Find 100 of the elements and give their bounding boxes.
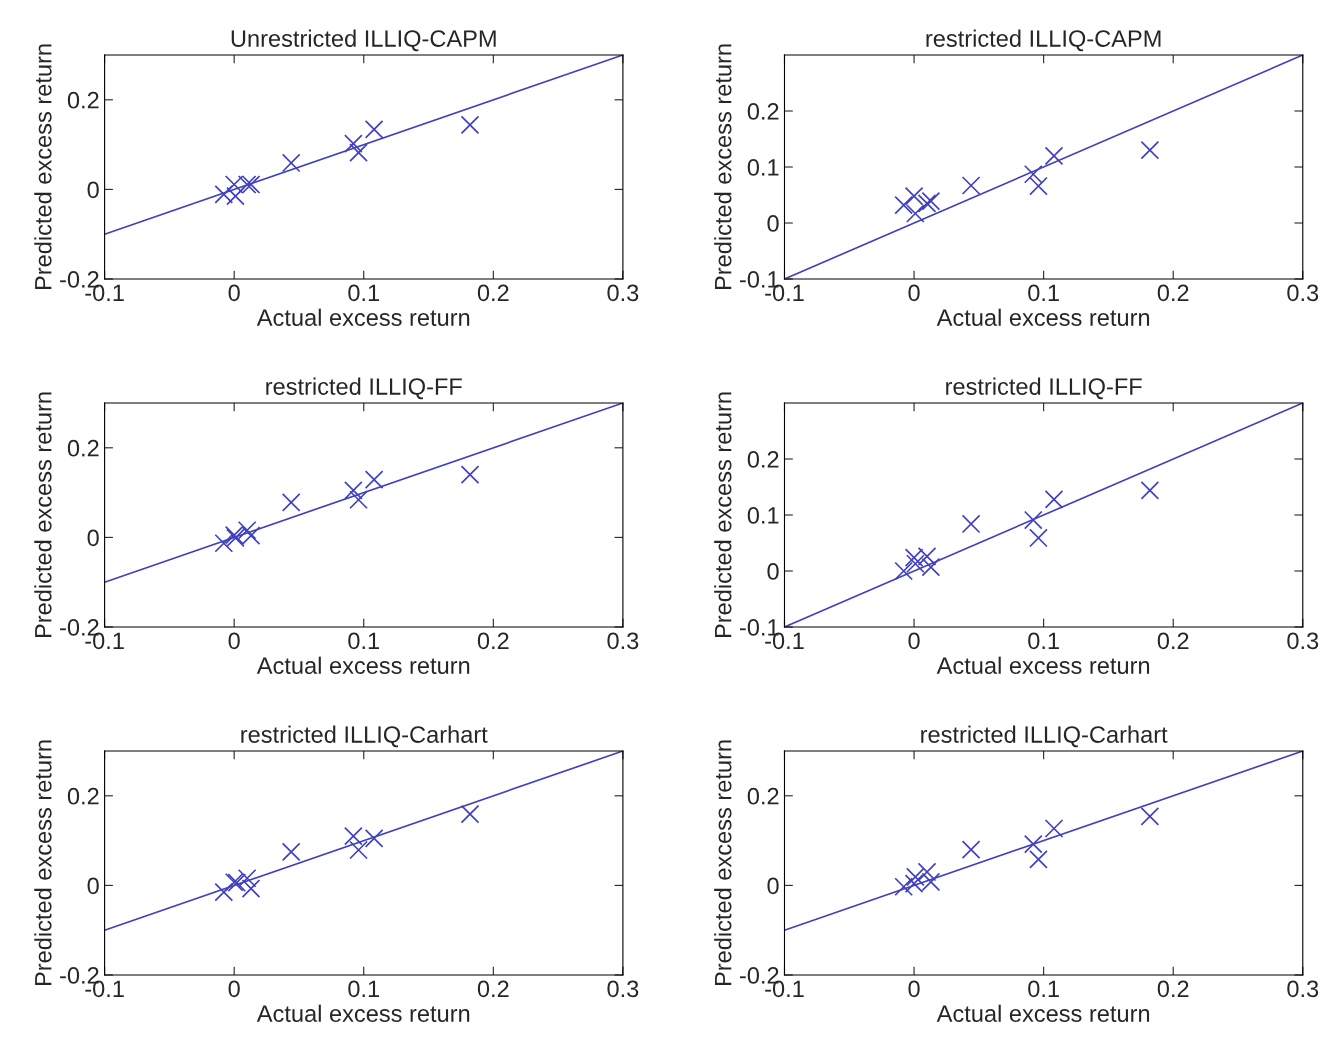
y-axis-title: Predicted excess return (714, 740, 732, 986)
x-tick-label: 0.2 (477, 284, 509, 302)
y-tick-label: 0 (87, 877, 99, 895)
point (237, 175, 257, 194)
point (961, 840, 981, 859)
point (906, 867, 925, 887)
x-tick-label: 0 (228, 284, 240, 302)
x-tick-label: 0.1 (1028, 632, 1059, 650)
point (237, 520, 257, 540)
point (1044, 146, 1064, 166)
y-tick-label: 0.2 (747, 451, 779, 468)
y-axis-title: Predicted excess return (714, 44, 732, 290)
point (906, 204, 925, 223)
point (917, 547, 937, 566)
y-axis-title: Predicted excess return (34, 44, 52, 290)
chart-title: restricted ILLIQ-Carhart (241, 725, 488, 748)
y-tick-label: 0.1 (747, 507, 779, 524)
y-axis-title: Predicted excess return (714, 392, 732, 638)
point (237, 868, 257, 888)
x-axis-title: Actual excess return (256, 1004, 470, 1022)
y-tick-label: 0 (767, 215, 779, 232)
point (460, 115, 480, 135)
point (226, 186, 245, 206)
x-tick-label: 0 (228, 980, 240, 998)
y-tick-label: 0 (87, 181, 99, 199)
chart-title: restricted ILLIQ-FF (946, 377, 1142, 400)
point (1140, 807, 1160, 826)
y-tick-label: 0.2 (67, 439, 99, 457)
point (1023, 164, 1043, 184)
x-tick-label: 0 (908, 980, 920, 998)
y-axis-title: Predicted excess return (34, 392, 52, 638)
point (460, 804, 480, 824)
point (344, 826, 363, 846)
point (1029, 528, 1048, 548)
point (921, 557, 941, 577)
point (1029, 850, 1048, 869)
x-tick-label: 0.3 (607, 632, 639, 650)
point (214, 533, 234, 553)
x-tick-label: 0.1 (1028, 284, 1059, 302)
x-tick-label: 0.3 (1287, 632, 1319, 650)
y-tick-label: 0.2 (747, 103, 779, 120)
point (364, 120, 384, 139)
point (894, 195, 914, 215)
y-tick-label: 0 (767, 563, 779, 580)
point (460, 465, 480, 485)
point (349, 490, 368, 510)
x-tick-label: 0.3 (607, 980, 639, 998)
x-axis-title: Actual excess return (256, 656, 470, 674)
x-tick-label: 0.2 (1157, 284, 1189, 302)
point (214, 184, 234, 204)
x-tick-label: 0.2 (1157, 980, 1189, 998)
point (1029, 176, 1048, 196)
chart-title: restricted ILLIQ-FF (266, 377, 462, 400)
point (349, 143, 368, 163)
chart-title: Unrestricted ILLIQ-CAPM (231, 29, 496, 52)
x-tick-label: 0.1 (1028, 980, 1059, 998)
y-tick-label: 0 (87, 529, 99, 547)
point (241, 879, 261, 898)
point (1140, 481, 1160, 500)
point (344, 134, 363, 154)
point (281, 842, 301, 862)
point (904, 186, 924, 206)
x-tick-label: 0 (908, 284, 920, 302)
point (894, 561, 914, 581)
x-tick-label: 0.2 (477, 980, 509, 998)
x-tick-label: 0.1 (348, 632, 380, 650)
point (921, 191, 941, 211)
point (349, 840, 368, 860)
x-tick-label: 0.2 (1157, 632, 1189, 650)
point (904, 548, 924, 567)
chart-title: restricted ILLIQ-CAPM (926, 29, 1161, 52)
x-tick-label: 0.3 (607, 284, 639, 302)
point (344, 481, 363, 500)
point (214, 882, 234, 902)
point (1023, 834, 1043, 854)
point (364, 829, 384, 848)
y-tick-label: 0.2 (747, 787, 779, 805)
point (961, 176, 981, 195)
point (281, 153, 301, 173)
x-axis-title: Actual excess return (256, 308, 470, 326)
point (364, 470, 384, 489)
point (281, 493, 301, 512)
point (906, 554, 925, 574)
y-tick-label: 0.2 (67, 91, 99, 109)
y-axis-title: Predicted excess return (34, 740, 52, 986)
y-tick-label: 0.2 (67, 787, 99, 805)
x-tick-label: 0 (908, 632, 920, 650)
point (917, 862, 937, 882)
point (1044, 819, 1064, 838)
x-axis-title: Actual excess return (936, 656, 1150, 674)
x-tick-label: 0 (228, 632, 240, 650)
y-tick-label: 0.1 (747, 159, 779, 176)
x-tick-label: 0.1 (348, 284, 380, 302)
x-axis-title: Actual excess return (936, 308, 1150, 326)
point (917, 194, 937, 213)
point (961, 514, 981, 534)
x-tick-label: 0.3 (1287, 980, 1319, 998)
point (1023, 510, 1043, 530)
point (1044, 489, 1064, 509)
chart-title: restricted ILLIQ-Carhart (921, 725, 1168, 748)
